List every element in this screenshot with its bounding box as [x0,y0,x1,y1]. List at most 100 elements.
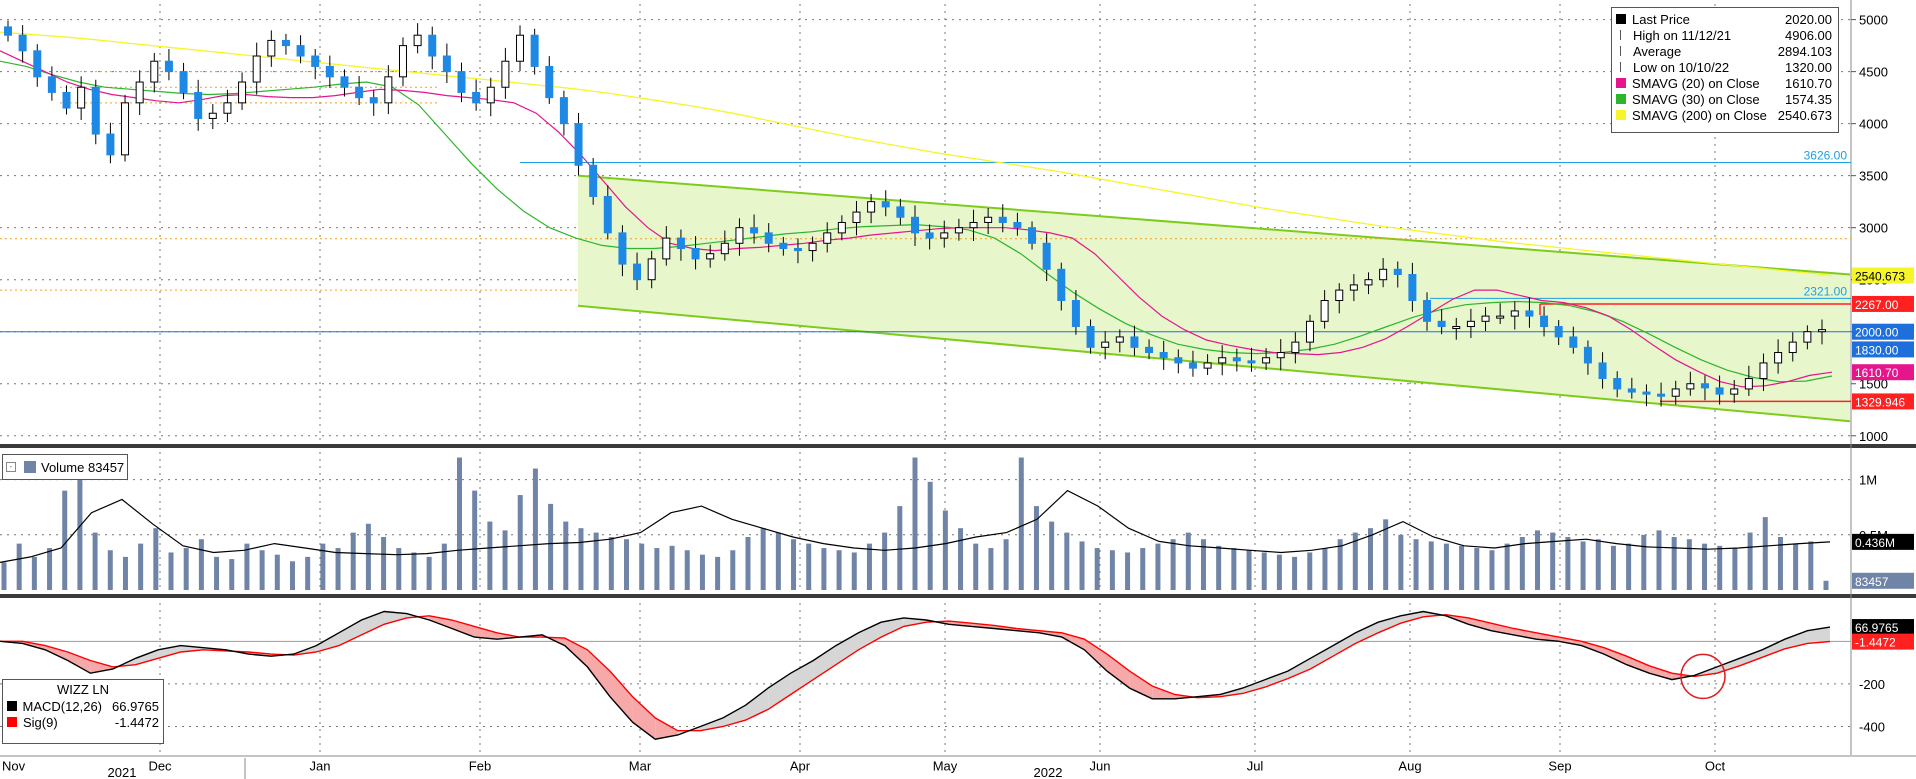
candle-body [238,81,247,104]
macd-fill-segment [835,632,859,665]
candle-body [1788,341,1797,354]
candle-body [1803,331,1812,343]
collapse-icon[interactable]: - [6,462,16,472]
volume-bar [1049,521,1055,590]
macd-fill-segment [1355,622,1379,644]
volume-bar [851,552,857,590]
candle-body [662,237,671,260]
volume-value: 83457 [88,459,125,475]
volume-bar [517,495,523,590]
candle-body [764,232,773,244]
price-axis-tag-bg [1852,364,1914,381]
candle-body [1320,300,1329,322]
price-axis-tag-bg [1852,341,1914,358]
candle-body [823,232,832,244]
candle-body [867,201,876,213]
candle-body [925,232,934,239]
price-axis-tag-bg [1852,323,1914,340]
candle-body [545,65,554,99]
volume-bar [624,539,630,590]
x-month-label: May [933,759,958,774]
macd-fill-segment [474,626,498,640]
candle-body [998,216,1007,223]
volume-bar [1641,534,1647,590]
candle-body [325,65,334,78]
volume-bar [426,556,432,590]
volume-bar [1610,545,1616,590]
x-month-label: Apr [790,759,811,774]
macd-fill-segment [1378,615,1401,633]
square-icon [1616,78,1626,88]
candle-body [1686,383,1695,390]
candle-body [1291,341,1300,354]
panel-divider [0,444,1916,448]
macd-fill-segment [1581,641,1605,655]
panel-divider [0,594,1916,598]
volume-bar [77,457,83,590]
volume-bar [457,457,462,590]
legend-value: 4906.00 [1785,27,1832,43]
volume-bar [1,562,7,590]
candle-body [779,242,788,249]
volume-bar [1550,532,1556,590]
average-line-icon [1620,46,1627,56]
square-icon [1616,110,1626,120]
x-month-label: Feb [469,759,491,774]
volume-bar [1489,550,1495,590]
candle-body [106,133,115,156]
legend-value: 1610.70 [1785,75,1832,91]
channel-lower-line [577,304,1851,423]
volume-bar [806,543,812,590]
volume-tick-label: 1M [1859,473,1877,488]
volume-bar [1459,545,1465,590]
candle-body [1481,315,1490,322]
volume-bar [1823,580,1829,590]
volume-bar [1656,530,1662,590]
candle-body [486,86,495,104]
macd-fill-segment [948,621,972,627]
candle-body [1408,273,1417,302]
price-axis-tag: 1830.00 [1855,343,1899,357]
y-tick-label: 4000 [1859,117,1888,132]
price-axis-tag: 1610.70 [1855,366,1899,380]
volume-bar [1261,552,1267,590]
candle-body [1145,346,1154,354]
macd-fill-segment [1807,627,1830,644]
legend-row: High on 11/12/21 4906.00 [1612,27,1838,43]
volume-bar [92,532,98,590]
macd-legend-value: 66.9765 [112,698,159,714]
legend-label: High on 11/12/21 [1633,27,1732,43]
candle-body [896,206,905,218]
price-axis-tag-bg [1852,267,1914,284]
volume-bar [320,543,326,590]
volume-bar [942,510,948,590]
candle-body [793,247,802,252]
volume-bar [214,556,220,590]
channel-upper-line [577,174,1851,276]
macd-fill-segment [1400,611,1424,624]
macd-fill-segment [1129,671,1153,699]
high-marker-icon [1620,30,1627,40]
level-label: 3626.00 [1804,149,1848,163]
volume-bar [1307,552,1313,590]
volume-bar [107,550,113,590]
x-month-label: Jul [1247,759,1264,774]
volume-bar [730,550,736,590]
volume-bar [897,506,903,590]
candle-body [1496,315,1505,319]
volume-bar [639,543,645,590]
volume-bar [1535,530,1541,590]
macd-fill-segment [180,645,204,652]
volume-axis-tag-bg [1852,572,1914,589]
candle-body [1013,221,1022,229]
macd-tick-label: -400 [1859,719,1885,734]
legend-label: SMAVG (30) on Close [1632,91,1760,107]
macd-fill-segment [1310,645,1333,669]
candle-body [1700,383,1709,389]
volume-bar [866,543,872,590]
x-year-label: 2021 [108,765,137,779]
volume-axis-tag: 83457 [1855,575,1889,589]
volume-bar [684,550,690,590]
volume-bar [1747,532,1753,590]
volume-bar [973,543,979,590]
